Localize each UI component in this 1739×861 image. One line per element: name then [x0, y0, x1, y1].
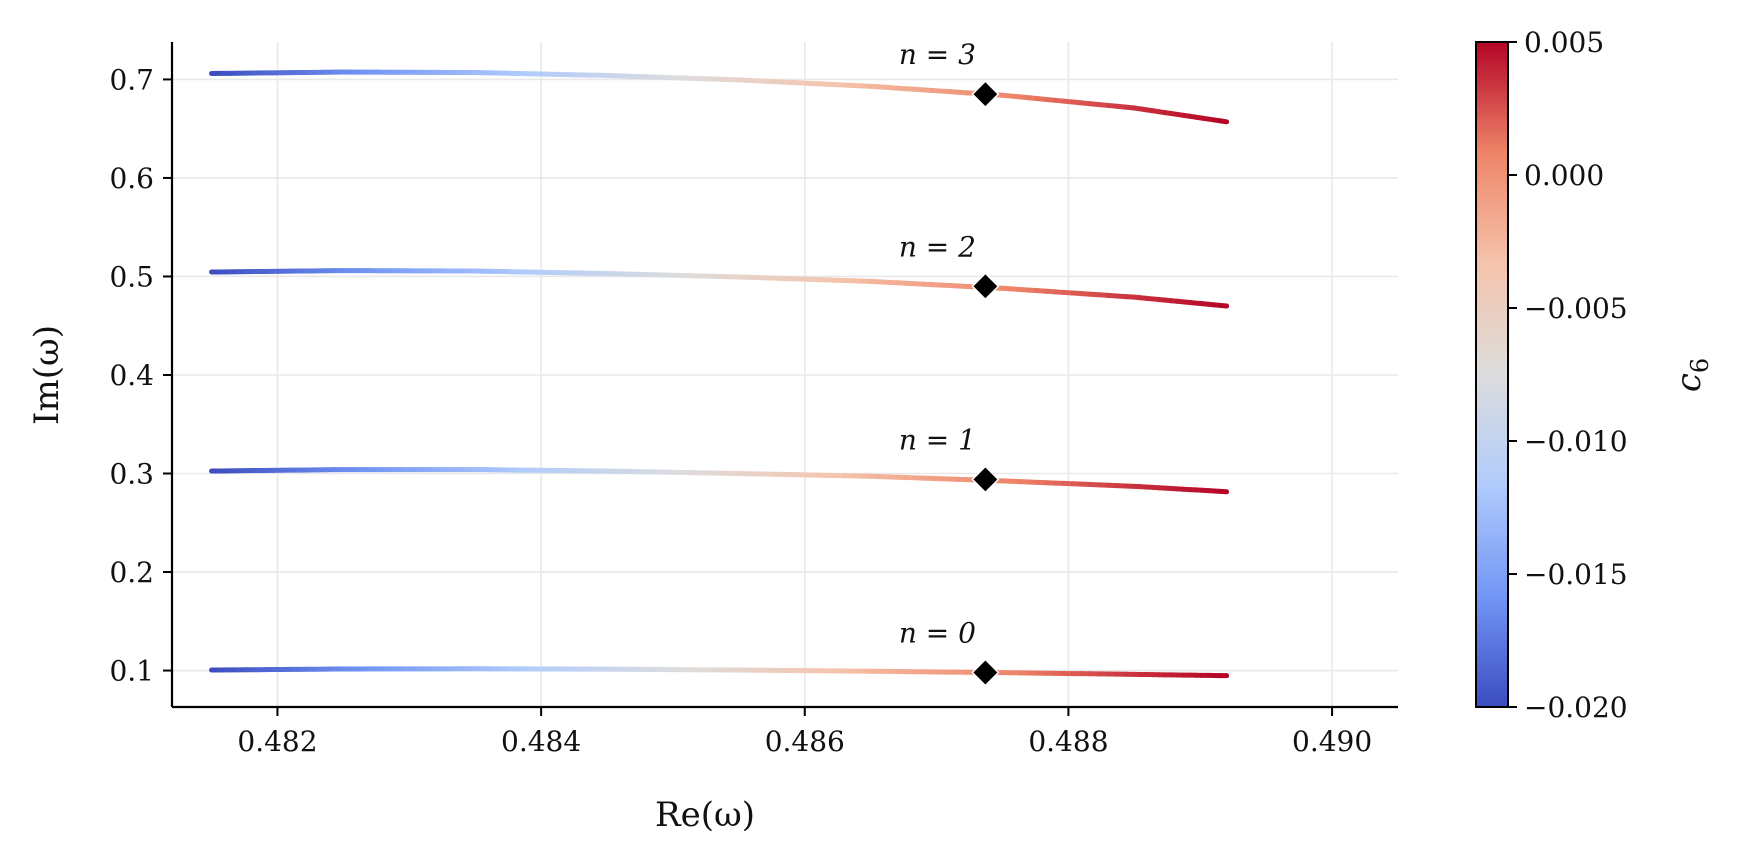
y-ticks: 0.1 0.2 0.3 0.4 0.5 0.6 0.7 [109, 63, 172, 688]
y-tick-label: 0.7 [109, 63, 154, 96]
colorbar-tick-label: −0.010 [1524, 425, 1628, 458]
colorbar-label-main: c [1669, 373, 1709, 392]
mode-label: n = 1 [899, 423, 976, 456]
colorbar-tick-label: 0.000 [1524, 159, 1604, 192]
colorbar-tick-label: 0.005 [1524, 26, 1604, 59]
colorbar: 0.005 0.000 −0.005 −0.010 −0.015 −0.020 c6 [1475, 26, 1714, 724]
colorbar-bar [1475, 41, 1509, 708]
diamond-marker [971, 272, 1000, 301]
mode-markers [971, 80, 1000, 687]
mode-curve [209, 666, 1230, 679]
diamond-marker [971, 465, 1000, 494]
colorbar-tick-label: −0.020 [1524, 691, 1628, 724]
colorbar-label-sub: 6 [1686, 358, 1714, 373]
mode-curve [209, 268, 1230, 309]
curve-segment [1217, 302, 1230, 309]
x-tick-label: 0.488 [1028, 725, 1108, 758]
x-tick-label: 0.490 [1292, 725, 1372, 758]
colorbar-tick-label: −0.015 [1524, 558, 1628, 591]
mode-curve [209, 69, 1230, 125]
mode-label: n = 2 [899, 230, 976, 263]
curve-segment [1217, 118, 1230, 125]
grid [172, 42, 1398, 707]
mode-labels: n = 0 n = 1 n = 2 n = 3 [899, 38, 976, 649]
diamond-marker [971, 80, 1000, 109]
y-axis-label: Im(ω) [27, 325, 67, 425]
x-tick-label: 0.486 [765, 725, 845, 758]
mode-curves [209, 69, 1230, 679]
y-tick-label: 0.4 [109, 359, 154, 392]
x-tick-label: 0.484 [501, 725, 581, 758]
colorbar-label: c6 [1669, 358, 1714, 392]
colorbar-tick-label: −0.005 [1524, 292, 1628, 325]
y-tick-label: 0.3 [109, 458, 154, 491]
x-ticks: 0.482 0.484 0.486 0.488 0.490 [237, 707, 1372, 758]
mode-label: n = 0 [899, 617, 976, 650]
y-tick-label: 0.5 [109, 260, 154, 293]
mode-label: n = 3 [899, 38, 976, 71]
y-tick-label: 0.1 [109, 655, 154, 688]
y-tick-label: 0.2 [109, 556, 154, 589]
colorbar-ticks: 0.005 0.000 −0.005 −0.010 −0.015 −0.020 [1508, 26, 1628, 724]
x-axis-label: Re(ω) [655, 795, 755, 835]
x-tick-label: 0.482 [237, 725, 317, 758]
diamond-marker [971, 658, 1000, 687]
y-tick-label: 0.6 [109, 162, 154, 195]
